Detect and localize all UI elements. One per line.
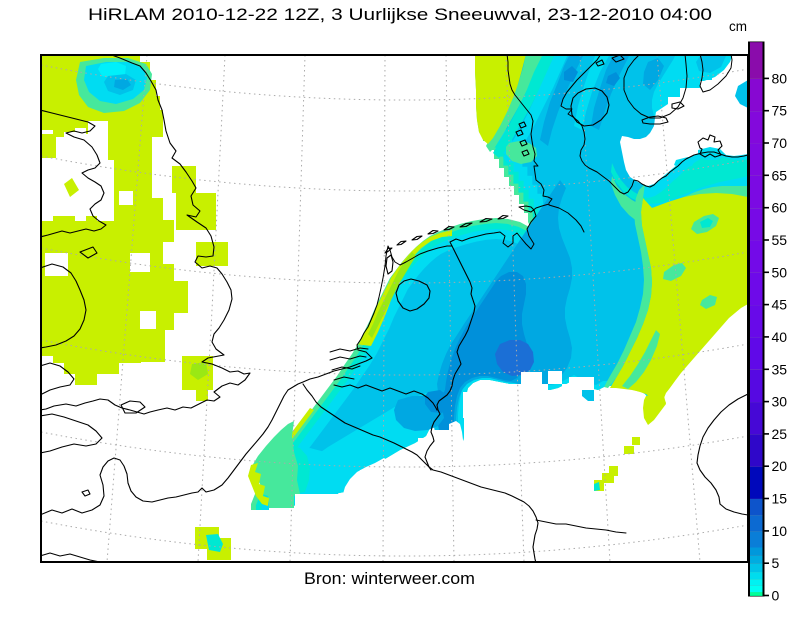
svg-text:Bron: winterweer.com: Bron: winterweer.com <box>304 570 475 588</box>
svg-text:30: 30 <box>772 394 788 410</box>
svg-text:cm: cm <box>729 19 747 34</box>
svg-text:55: 55 <box>772 232 788 248</box>
svg-text:20: 20 <box>772 458 788 474</box>
svg-text:60: 60 <box>772 200 788 216</box>
svg-text:HiRLAM 2010-12-22 12Z, 3 Uurli: HiRLAM 2010-12-22 12Z, 3 Uurlijkse Sneeu… <box>88 6 712 24</box>
svg-text:75: 75 <box>772 103 788 119</box>
svg-text:45: 45 <box>772 297 788 313</box>
svg-text:25: 25 <box>772 426 788 442</box>
svg-text:80: 80 <box>772 70 788 86</box>
svg-text:0: 0 <box>772 588 780 604</box>
svg-text:10: 10 <box>772 523 788 539</box>
svg-text:40: 40 <box>772 329 788 345</box>
svg-text:50: 50 <box>772 264 788 280</box>
svg-text:5: 5 <box>772 555 780 571</box>
svg-text:15: 15 <box>772 491 788 507</box>
svg-text:35: 35 <box>772 361 788 377</box>
svg-text:70: 70 <box>772 135 788 151</box>
svg-text:65: 65 <box>772 167 788 183</box>
